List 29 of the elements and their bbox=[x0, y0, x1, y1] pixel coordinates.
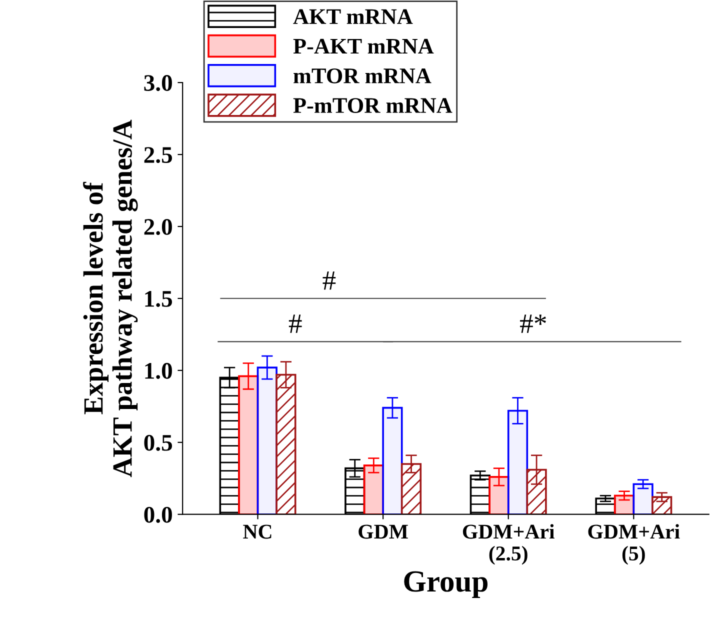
bar bbox=[652, 496, 672, 514]
legend-label: P-mTOR mRNA bbox=[293, 98, 452, 114]
x-tick-label: GDM+Ari (2.5) bbox=[462, 524, 554, 565]
y-tick-label: 0.0 bbox=[144, 506, 172, 523]
y-tick-label: 1.0 bbox=[145, 362, 172, 379]
bar bbox=[238, 375, 259, 514]
annotation: # bbox=[288, 314, 302, 333]
legend-label: P-AKT mRNA bbox=[293, 38, 434, 54]
y-tick-label: 3.0 bbox=[144, 75, 172, 92]
legend-label: mTOR mRNA bbox=[294, 68, 432, 84]
x-tick-label: NC bbox=[243, 524, 272, 539]
bar bbox=[488, 476, 510, 514]
y-tick-label: 1.5 bbox=[145, 291, 172, 307]
y-tick-label: 2.5 bbox=[144, 147, 172, 164]
x-tick-label: GDM bbox=[358, 524, 408, 539]
bar bbox=[382, 406, 403, 514]
x-axis-title: Group bbox=[404, 571, 488, 598]
annotation: # bbox=[322, 271, 336, 290]
bar bbox=[632, 483, 654, 514]
bar bbox=[507, 410, 528, 514]
bar bbox=[363, 464, 384, 514]
bar bbox=[256, 366, 278, 514]
legend-label: AKT mRNA bbox=[293, 9, 413, 24]
bar bbox=[614, 494, 635, 514]
y-tick-label: 2.0 bbox=[144, 218, 172, 236]
x-tick-label: GDM+Ari (5) bbox=[588, 524, 680, 565]
y-tick-label: 0.5 bbox=[144, 434, 172, 451]
annotation: #* bbox=[520, 314, 546, 333]
y-axis-title: Expression levels of AKT pathway related genes/A bbox=[83, 120, 138, 478]
